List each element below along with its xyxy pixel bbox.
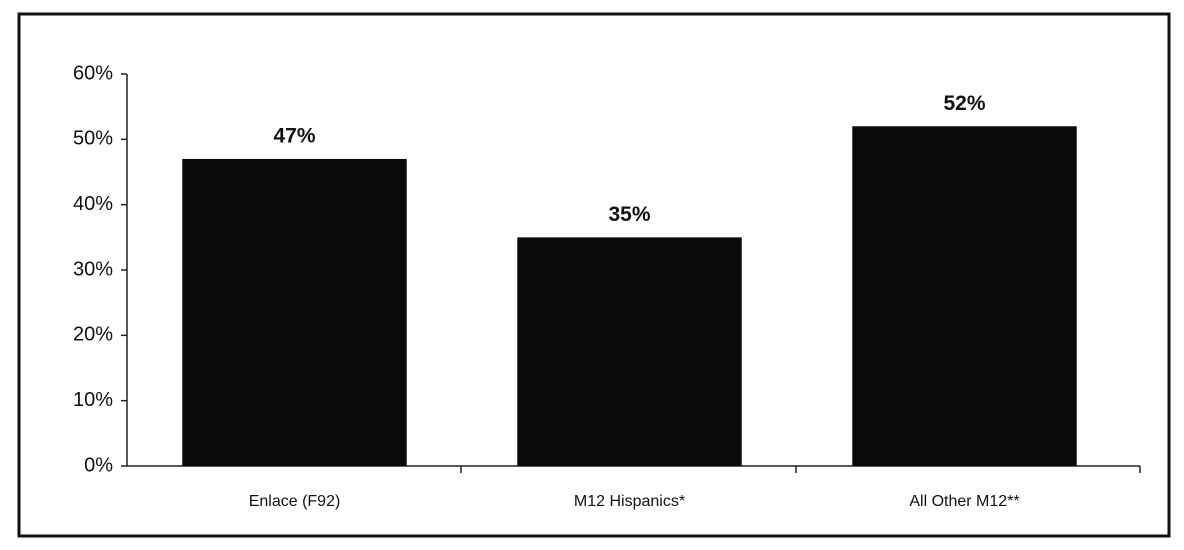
y-tick-label: 50% bbox=[73, 128, 113, 150]
data-label: 52% bbox=[943, 92, 985, 115]
y-tick-label: 30% bbox=[73, 258, 113, 280]
y-tick-label: 40% bbox=[73, 193, 113, 215]
bar bbox=[852, 126, 1077, 467]
y-tick-label: 60% bbox=[73, 62, 113, 84]
y-tick-label: 20% bbox=[73, 324, 113, 346]
x-tick-label: All Other M12** bbox=[909, 493, 1019, 510]
x-tick-label: M12 Hispanics* bbox=[574, 493, 685, 510]
data-label: 47% bbox=[273, 124, 315, 147]
y-tick-label: 0% bbox=[84, 454, 113, 476]
data-label: 35% bbox=[608, 203, 650, 226]
bar bbox=[182, 158, 407, 466]
y-tick-label: 10% bbox=[73, 389, 113, 411]
bar bbox=[517, 237, 742, 466]
x-tick-label: Enlace (F92) bbox=[249, 493, 341, 510]
frame bbox=[17, 12, 1171, 538]
